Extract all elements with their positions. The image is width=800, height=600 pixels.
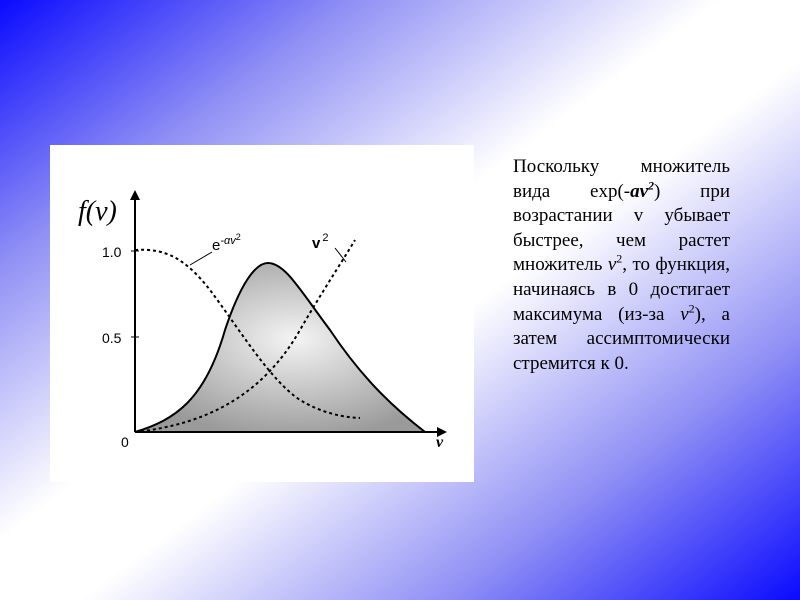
pointer (189, 251, 213, 266)
x-arrow (437, 427, 447, 437)
text-run: 2 (648, 178, 655, 193)
text-run: ) при возрастании v убывает быстрее, чем… (513, 180, 730, 276)
text-run: , то функция, начинаясь в 0 достигает ма… (513, 254, 730, 325)
text-run: v (607, 254, 617, 276)
y-tick-label: 0.5 (102, 330, 122, 346)
text-run: 2 (616, 252, 623, 267)
y-arrow (130, 190, 140, 200)
text-run: 2 (688, 301, 695, 316)
y-tick-label: 1.0 (102, 244, 122, 260)
text-run: ), а затем ассимптомически стремится к 0… (513, 303, 730, 374)
text-run: v (680, 303, 689, 325)
text-run: av (630, 180, 649, 202)
text-run: Поскольку множитель вида exp(- (513, 156, 730, 202)
exp-base: e (212, 237, 220, 254)
v2-power: 2 (322, 232, 328, 244)
exp-exponent: -αv (220, 235, 237, 247)
v2-base: v (312, 235, 321, 252)
exp-power: 2 (236, 232, 241, 242)
origin-label: 0 (121, 434, 129, 450)
pointer (334, 247, 347, 263)
x-axis-label: v (436, 434, 444, 451)
description: Поскольку множитель вида exp(-av2) при в… (513, 155, 730, 376)
distribution-curve (134, 261, 428, 433)
exp-label: e-αv2 (212, 232, 241, 254)
v2-curve (134, 239, 356, 433)
y-axis-label: f(v) (78, 196, 117, 227)
